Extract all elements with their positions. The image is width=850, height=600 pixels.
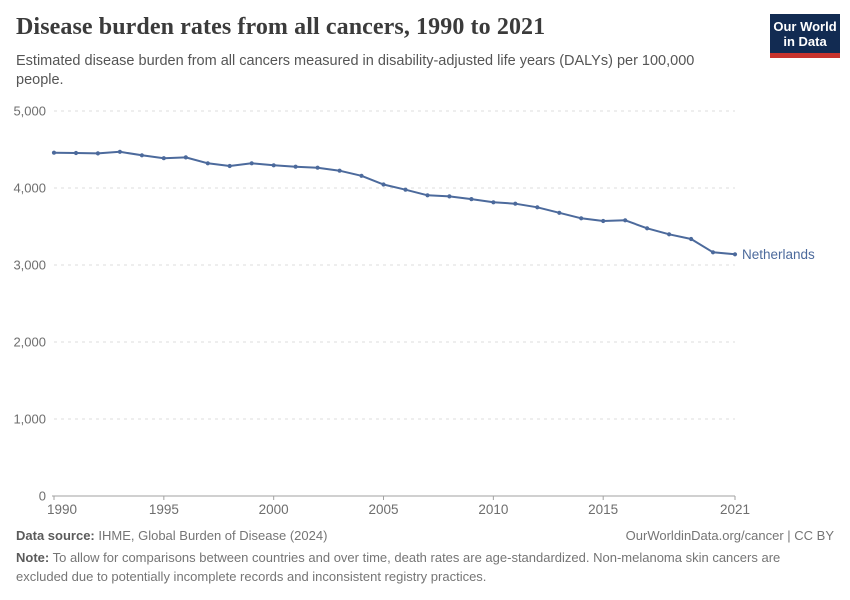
data-point[interactable]	[645, 226, 650, 231]
y-axis-tick-label: 1,000	[13, 412, 46, 427]
page-title: Disease burden rates from all cancers, 1…	[16, 14, 546, 40]
data-source-line: Data source: IHME, Global Burden of Dise…	[16, 526, 327, 545]
data-point[interactable]	[425, 193, 430, 198]
owid-cc-link[interactable]: OurWorldinData.org/cancer | CC BY	[625, 528, 834, 543]
data-point[interactable]	[447, 194, 452, 199]
data-point[interactable]	[293, 164, 298, 169]
x-axis-tick-label: 2005	[368, 502, 398, 517]
data-point[interactable]	[337, 168, 342, 173]
data-point[interactable]	[271, 163, 276, 168]
data-point[interactable]	[315, 165, 320, 170]
data-point[interactable]	[557, 210, 562, 215]
y-axis-tick-label: 3,000	[13, 258, 46, 273]
x-axis-tick-label: 2015	[588, 502, 618, 517]
data-point[interactable]	[623, 218, 628, 223]
data-point[interactable]	[689, 236, 694, 242]
series-line-netherlands[interactable]	[53, 150, 736, 256]
owid-logo[interactable]: Our World in Data	[770, 14, 840, 58]
y-axis-tick-label: 2,000	[13, 335, 46, 350]
data-point[interactable]	[51, 150, 57, 155]
data-point[interactable]	[161, 156, 166, 161]
y-axis-tick-label: 4,000	[13, 181, 46, 196]
owid-logo-line2: in Data	[783, 34, 827, 49]
chart-subtitle: Estimated disease burden from all cancer…	[16, 53, 695, 88]
data-point[interactable]	[73, 150, 79, 156]
data-point[interactable]	[359, 173, 364, 178]
data-point[interactable]	[601, 218, 606, 224]
data-source-label: Data source:	[16, 528, 95, 543]
y-axis-tick-label: 0	[39, 489, 46, 504]
x-axis-tick-label: 2000	[259, 502, 289, 517]
data-point[interactable]	[205, 161, 210, 166]
x-axis-tick-label: 2021	[720, 502, 750, 517]
data-point[interactable]	[491, 200, 496, 205]
data-source-text: IHME, Global Burden of Disease (2024)	[94, 528, 328, 543]
note-text: To allow for comparisons between countri…	[16, 550, 781, 584]
data-point[interactable]	[95, 151, 100, 156]
data-point[interactable]	[403, 187, 408, 192]
x-axis-tick-label: 2010	[478, 502, 508, 517]
data-point[interactable]	[710, 250, 716, 255]
y-axis-tick-label: 5,000	[13, 104, 46, 119]
data-point[interactable]	[667, 232, 672, 237]
x-axis-tick-label: 1990	[47, 502, 77, 517]
data-point[interactable]	[227, 163, 232, 169]
note-line: Note: To allow for comparisons between c…	[16, 548, 788, 586]
data-point[interactable]	[249, 161, 254, 166]
series-end-label[interactable]: Netherlands	[742, 247, 815, 262]
data-point[interactable]	[381, 182, 386, 187]
data-point[interactable]	[139, 153, 144, 158]
data-point[interactable]	[513, 201, 518, 206]
data-point[interactable]	[732, 252, 738, 257]
data-point[interactable]	[469, 197, 474, 202]
data-point[interactable]	[117, 149, 122, 154]
owid-logo-line1: Our World	[773, 19, 837, 34]
data-point[interactable]	[535, 205, 540, 210]
data-point[interactable]	[579, 216, 584, 221]
data-point[interactable]	[183, 155, 188, 160]
x-axis-tick-label: 1995	[149, 502, 179, 517]
chart-footer: Data source: IHME, Global Burden of Dise…	[16, 526, 834, 586]
note-label: Note:	[16, 550, 50, 565]
